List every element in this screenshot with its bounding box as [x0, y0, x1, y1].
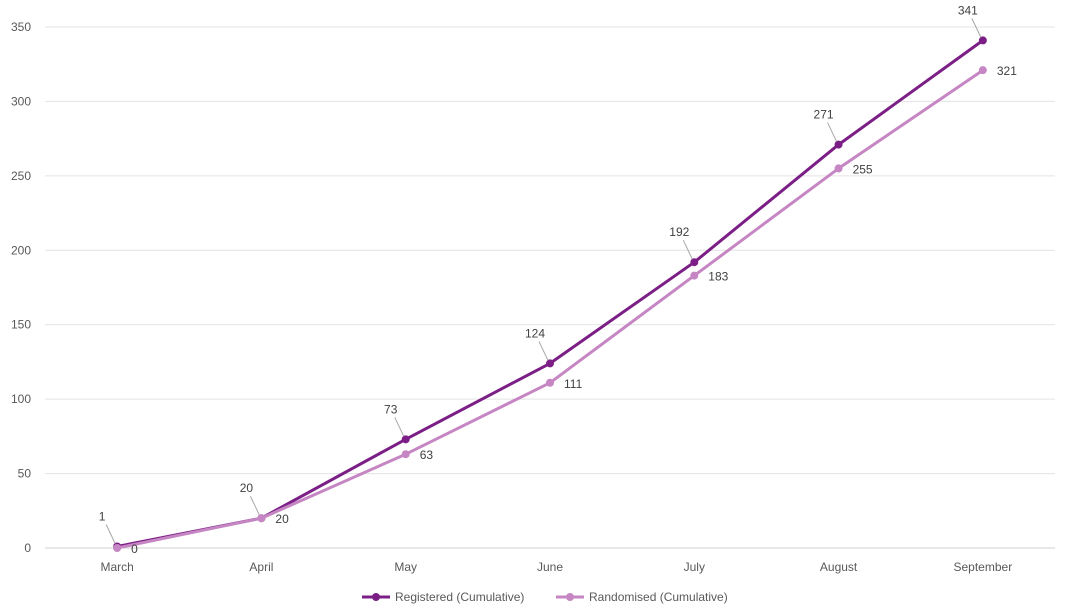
- data-label-registered: 73: [384, 402, 398, 416]
- data-label-registered: 271: [814, 108, 834, 122]
- data-point-1: [978, 36, 987, 45]
- data-point-2: [690, 271, 699, 280]
- x-tick-label: April: [249, 560, 273, 574]
- y-tick-label: 350: [11, 20, 31, 34]
- legend-label: Randomised (Cumulative): [589, 590, 728, 604]
- y-tick-label: 150: [11, 318, 31, 332]
- data-label-randomised: 321: [997, 64, 1017, 78]
- data-point-1: [690, 258, 699, 267]
- data-label-registered: 20: [240, 481, 254, 495]
- series-group: [113, 36, 987, 552]
- leader-line: [827, 122, 838, 142]
- series-line-1: [115, 38, 985, 548]
- leader-line: [249, 496, 260, 516]
- leader-line: [971, 18, 982, 38]
- x-tick-label: May: [394, 560, 417, 574]
- series-line-2: [115, 68, 985, 550]
- data-point-2: [113, 544, 122, 552]
- leader-line: [538, 341, 549, 361]
- data-label-registered: 341: [958, 3, 978, 17]
- data-point-2: [401, 450, 410, 459]
- x-tick-label: August: [820, 560, 858, 574]
- legend: Registered (Cumulative) Randomised (Cumul…: [362, 590, 728, 604]
- x-tick-label: March: [100, 560, 133, 574]
- leader-line: [394, 417, 405, 437]
- data-point-2: [257, 514, 266, 523]
- legend-marker-2: [566, 593, 574, 601]
- x-tick-label: September: [954, 560, 1013, 574]
- data-label-randomised: 63: [420, 448, 434, 462]
- data-point-1: [834, 140, 843, 149]
- data-label-randomised: 255: [853, 162, 873, 176]
- data-label-registered: 124: [525, 326, 545, 340]
- y-tick-label: 300: [11, 94, 31, 108]
- y-tick-label: 200: [11, 243, 31, 257]
- data-label-registered: 1: [99, 510, 106, 524]
- x-tick-label: June: [537, 560, 563, 574]
- data-labels: 1 20 73 124 192 271 341 0 20 63 111 183 255 321: [99, 3, 1017, 556]
- data-point-2: [546, 378, 554, 387]
- legend-marker-1: [372, 593, 380, 601]
- data-point-1: [401, 435, 410, 444]
- x-tick-label: July: [684, 560, 705, 574]
- data-label-randomised: 183: [708, 270, 728, 284]
- data-label-registered: 192: [669, 225, 689, 239]
- y-axis: 0 50 100 150 200 250 300 350: [11, 20, 31, 555]
- y-tick-label: 50: [18, 467, 32, 481]
- x-axis: March April May June July August September: [100, 560, 1012, 574]
- data-point-2: [978, 66, 987, 75]
- data-label-randomised: 20: [275, 512, 289, 526]
- leader-line: [682, 239, 693, 260]
- data-label-randomised: 111: [564, 377, 583, 391]
- gridlines: [45, 26, 1055, 549]
- legend-label: Registered (Cumulative): [395, 590, 524, 604]
- y-tick-label: 0: [24, 541, 31, 555]
- data-point-1: [546, 359, 554, 368]
- data-point-2: [834, 164, 843, 173]
- leader-line: [105, 524, 116, 544]
- y-tick-label: 100: [11, 392, 31, 406]
- data-label-randomised: 0: [131, 542, 138, 556]
- y-tick-label: 250: [11, 169, 31, 183]
